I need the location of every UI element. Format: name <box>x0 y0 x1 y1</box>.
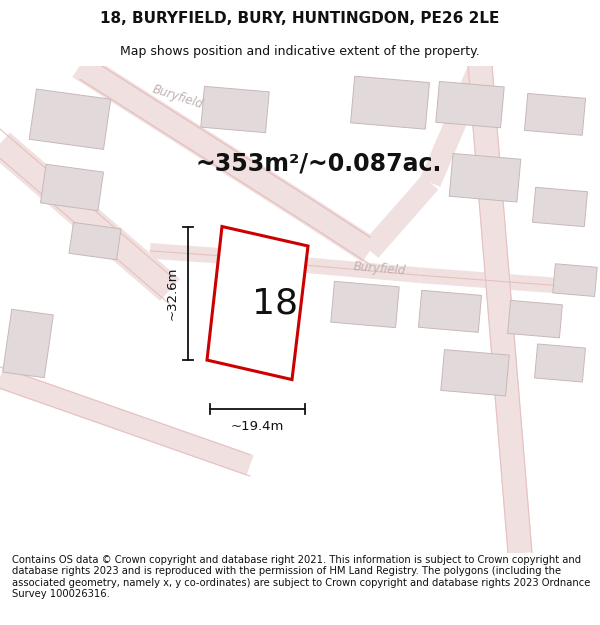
Text: 18: 18 <box>252 286 298 320</box>
Polygon shape <box>509 274 590 296</box>
Bar <box>69 222 121 260</box>
Text: Buryfield: Buryfield <box>151 82 205 111</box>
Bar <box>535 344 586 382</box>
Polygon shape <box>362 176 439 258</box>
Polygon shape <box>419 268 511 290</box>
Bar <box>2 309 53 378</box>
Polygon shape <box>0 368 254 476</box>
Bar <box>331 281 399 328</box>
Polygon shape <box>309 258 421 283</box>
Bar <box>441 349 509 396</box>
Bar <box>508 301 562 338</box>
Polygon shape <box>149 243 221 264</box>
Polygon shape <box>302 201 378 262</box>
Text: ~19.4m: ~19.4m <box>231 420 284 433</box>
Text: ~353m²/~0.087ac.: ~353m²/~0.087ac. <box>195 151 442 175</box>
Polygon shape <box>420 61 490 187</box>
Bar <box>350 76 430 129</box>
Polygon shape <box>207 226 308 379</box>
Polygon shape <box>467 64 532 554</box>
Text: Buryfield: Buryfield <box>353 259 407 278</box>
Polygon shape <box>219 248 311 273</box>
Bar <box>201 86 269 132</box>
Bar <box>524 94 586 135</box>
Text: 18, BURYFIELD, BURY, HUNTINGDON, PE26 2LE: 18, BURYFIELD, BURY, HUNTINGDON, PE26 2L… <box>100 11 500 26</box>
Bar <box>449 154 521 202</box>
Polygon shape <box>0 132 180 301</box>
Text: Contains OS data © Crown copyright and database right 2021. This information is : Contains OS data © Crown copyright and d… <box>12 554 590 599</box>
Bar <box>436 81 504 127</box>
Bar <box>418 291 482 332</box>
Text: Map shows position and indicative extent of the property.: Map shows position and indicative extent… <box>120 45 480 58</box>
Bar <box>553 264 597 296</box>
Text: ~32.6m: ~32.6m <box>166 266 179 320</box>
Bar <box>533 188 587 227</box>
Polygon shape <box>73 54 317 223</box>
Bar <box>40 164 104 211</box>
Bar <box>29 89 111 149</box>
